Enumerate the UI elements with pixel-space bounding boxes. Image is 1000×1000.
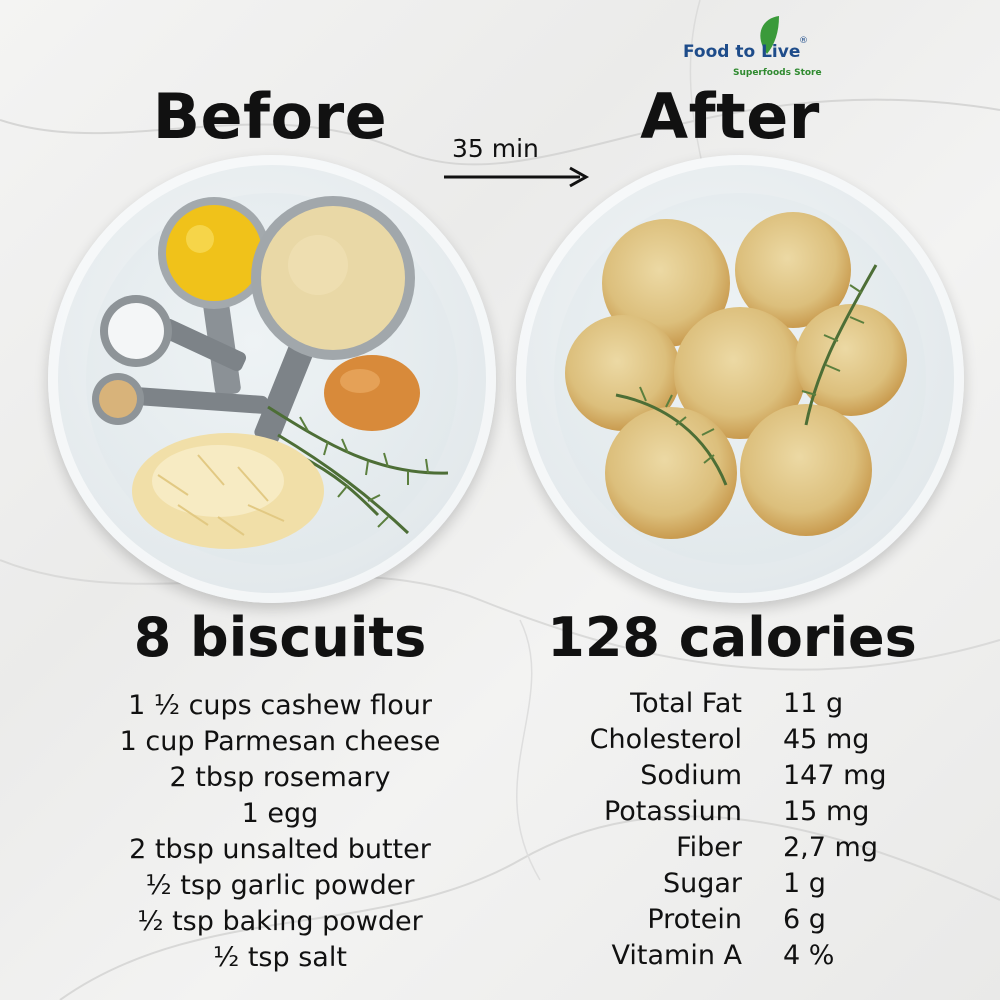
arrow-right-icon <box>444 166 590 188</box>
biscuit-icon <box>602 219 730 347</box>
nutrition-value: 15 mg <box>783 796 870 827</box>
nutrition-label: Potassium <box>603 796 742 827</box>
nutrition-label: Total Fat <box>630 688 742 719</box>
nutrition-value: 6 g <box>783 904 826 935</box>
nutrition-value: 1 g <box>783 868 826 899</box>
time-label: 35 min <box>452 134 539 163</box>
before-heading: Before <box>152 80 388 153</box>
nutrition-label: Sodium <box>640 760 742 791</box>
after-heading: After <box>640 80 820 153</box>
parmesan-cheese-icon <box>132 433 324 549</box>
biscuits-illustration <box>565 212 907 539</box>
ingredient-item: ½ tsp salt <box>213 942 347 973</box>
nutrition-label: Fiber <box>676 832 742 863</box>
ingredient-item: 1 ½ cups cashew flour <box>128 690 432 721</box>
nutrition-value: 147 mg <box>783 760 887 791</box>
ingredient-item: 1 egg <box>241 798 319 829</box>
biscuit-count: 8 biscuits <box>133 606 427 669</box>
salt-spoon-icon <box>100 295 247 372</box>
ingredient-item: 2 tbsp unsalted butter <box>129 834 431 865</box>
ingredients-illustration <box>92 196 449 549</box>
leaf-icon <box>760 16 779 54</box>
nutrition-label: Vitamin A <box>611 940 742 971</box>
biscuit-icon <box>565 315 681 431</box>
nutrition-label: Protein <box>647 904 742 935</box>
biscuit-icon <box>740 404 872 536</box>
garlic-spoon-icon <box>92 373 269 425</box>
registered-mark: ® <box>799 36 808 46</box>
calorie-count: 128 calories <box>547 606 917 669</box>
biscuit-icon <box>795 304 907 416</box>
biscuit-icon <box>605 407 737 539</box>
ingredient-item: ½ tsp baking powder <box>137 906 423 937</box>
flour-cup-icon <box>251 196 415 444</box>
nutrition-label: Cholesterol <box>589 724 742 755</box>
egg-icon <box>324 355 420 431</box>
nutrition-value: 2,7 mg <box>783 832 878 863</box>
nutrition-value: 11 g <box>783 688 844 719</box>
nutrition-label: Sugar <box>662 868 742 899</box>
rosemary-icon <box>615 264 878 486</box>
nutrition-value: 4 % <box>783 940 835 971</box>
ingredients-list: 1 ½ cups cashew flour 1 cup Parmesan che… <box>40 688 520 976</box>
ingredient-item: ½ tsp garlic powder <box>145 870 415 901</box>
ingredient-item: 1 cup Parmesan cheese <box>119 726 441 757</box>
brand-logo: Food to Live ® Superfoods Store <box>683 14 823 86</box>
biscuit-icon <box>674 307 806 439</box>
brand-tagline: Superfoods Store <box>733 68 822 78</box>
brand-name: Food to Live <box>683 42 801 62</box>
biscuit-icon <box>735 212 851 328</box>
nutrition-value: 45 mg <box>783 724 870 755</box>
ingredient-item: 2 tbsp rosemary <box>169 762 391 793</box>
